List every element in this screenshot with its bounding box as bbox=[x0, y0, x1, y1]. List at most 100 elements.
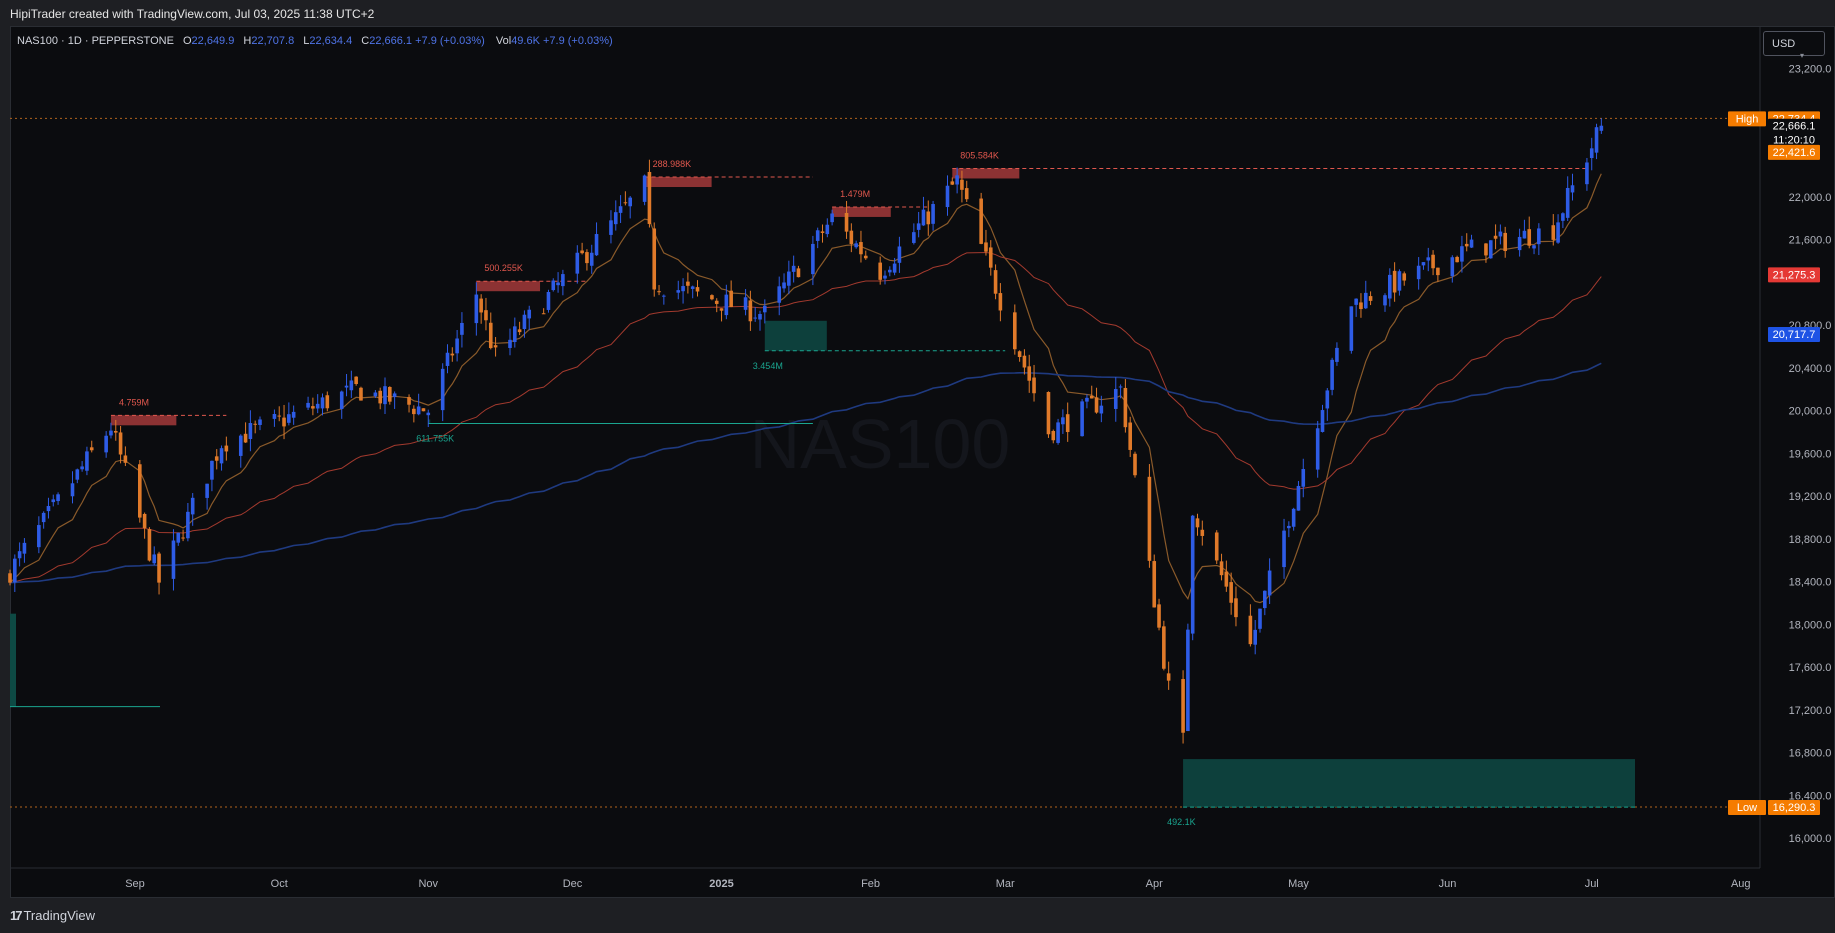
candle-body bbox=[527, 309, 532, 319]
supply-zone bbox=[644, 177, 712, 188]
candle-body bbox=[1017, 351, 1022, 357]
candle-body bbox=[1099, 405, 1104, 414]
candle-body bbox=[1354, 298, 1358, 305]
candle-body bbox=[248, 422, 253, 439]
demand-zone-left bbox=[10, 613, 16, 707]
candle-body bbox=[1383, 295, 1387, 306]
candle-body bbox=[743, 297, 748, 310]
candle-body bbox=[1051, 430, 1056, 441]
candle-body bbox=[1527, 229, 1532, 246]
bottom-bar bbox=[0, 898, 1835, 933]
demand-volume-label: 611.755K bbox=[416, 433, 454, 443]
price-tick-label: 19,600.0 bbox=[1789, 448, 1832, 460]
candle-body bbox=[1537, 228, 1541, 245]
candle-body bbox=[647, 171, 652, 224]
symbol-name[interactable]: NAS100 · 1D · PEPPERSTONE bbox=[17, 35, 174, 47]
candle-body bbox=[41, 512, 46, 523]
candle-body bbox=[1291, 508, 1296, 527]
demand-volume-label: 3.454M bbox=[753, 361, 783, 371]
candle-body bbox=[1080, 401, 1084, 437]
candle-body bbox=[1532, 245, 1536, 249]
candle-body bbox=[1416, 265, 1421, 280]
candle-body bbox=[1561, 213, 1565, 221]
time-tick-label: Mar bbox=[996, 878, 1015, 890]
candle-body bbox=[863, 255, 868, 259]
price-label-box bbox=[1768, 144, 1820, 160]
candle-body bbox=[176, 532, 181, 543]
candle-body bbox=[123, 455, 128, 463]
candle-body bbox=[960, 179, 964, 190]
candle-body bbox=[325, 395, 330, 409]
candle-body bbox=[1570, 185, 1575, 193]
candle-body bbox=[1282, 530, 1286, 568]
price-label-box bbox=[1768, 326, 1820, 342]
candle-body bbox=[892, 263, 897, 273]
candle-body bbox=[1166, 673, 1171, 681]
candle-body bbox=[253, 423, 257, 425]
supply-volume-label: 288.988K bbox=[653, 159, 692, 169]
open-label: O bbox=[182, 35, 192, 47]
candle-body bbox=[104, 435, 108, 453]
candle-body bbox=[1426, 257, 1431, 261]
candle-body bbox=[1032, 377, 1036, 394]
time-tick-label: May bbox=[1288, 878, 1309, 890]
candle-body bbox=[1565, 187, 1570, 218]
candle-body bbox=[1556, 222, 1560, 243]
price-label-value: 22,421.6 bbox=[1773, 147, 1816, 159]
candle-body bbox=[190, 497, 195, 515]
candle-body bbox=[642, 175, 647, 202]
candle-body bbox=[1056, 422, 1060, 443]
candle-body bbox=[238, 435, 243, 456]
price-label-box bbox=[1768, 267, 1820, 283]
candle-body bbox=[1219, 561, 1224, 576]
price-tick-label: 23,200.0 bbox=[1789, 64, 1832, 76]
candle-body bbox=[695, 287, 700, 292]
price-tick-label: 16,000.0 bbox=[1789, 833, 1832, 845]
candle-body bbox=[758, 314, 762, 320]
supply-zone bbox=[476, 281, 541, 292]
candle-body bbox=[219, 448, 224, 464]
candle-body bbox=[1147, 476, 1152, 561]
candle-body bbox=[460, 322, 464, 335]
candle-body bbox=[339, 391, 344, 409]
candle-body bbox=[811, 243, 815, 275]
candle-body bbox=[1162, 626, 1166, 669]
candle-body bbox=[282, 417, 286, 427]
candle-body bbox=[1224, 571, 1229, 587]
candle-body bbox=[782, 282, 786, 289]
chart-title: HipiTrader created with TradingView.com,… bbox=[10, 7, 375, 21]
candle-body bbox=[359, 387, 363, 401]
supply-volume-label: 805.584K bbox=[960, 150, 999, 160]
candle-body bbox=[1522, 230, 1527, 239]
candle-body bbox=[1027, 366, 1032, 381]
candle-body bbox=[1301, 469, 1306, 487]
price-label-value: 21,275.3 bbox=[1773, 269, 1816, 281]
high-value: 22,707.8 bbox=[251, 35, 295, 47]
tradingview-logo[interactable]: 17 TradingView bbox=[10, 908, 95, 923]
chart-panel[interactable] bbox=[10, 26, 1835, 898]
candle-body bbox=[354, 376, 358, 384]
candle-body bbox=[1388, 274, 1392, 299]
candle-body bbox=[383, 386, 387, 405]
time-tick-label: Jun bbox=[1439, 878, 1457, 890]
candle-body bbox=[13, 558, 17, 583]
candle-body bbox=[849, 230, 854, 244]
candle-body bbox=[1402, 273, 1407, 281]
candle-body bbox=[791, 265, 796, 272]
price-label-value: 22,666.1 bbox=[1773, 121, 1816, 133]
candle-body bbox=[830, 213, 834, 223]
candle-body bbox=[243, 433, 248, 443]
candle-body bbox=[1181, 679, 1185, 733]
volume-label: Vol bbox=[495, 35, 512, 47]
candle-body bbox=[113, 431, 118, 433]
candle-body bbox=[1128, 422, 1132, 450]
candle-body bbox=[1123, 387, 1128, 428]
candle-body bbox=[815, 230, 820, 241]
candle-body bbox=[138, 464, 142, 518]
currency-button[interactable]: USD ▾ bbox=[1763, 31, 1825, 60]
candle-body bbox=[186, 511, 190, 539]
candle-body bbox=[988, 247, 993, 268]
candle-body bbox=[609, 220, 613, 235]
candle-body bbox=[729, 290, 733, 307]
